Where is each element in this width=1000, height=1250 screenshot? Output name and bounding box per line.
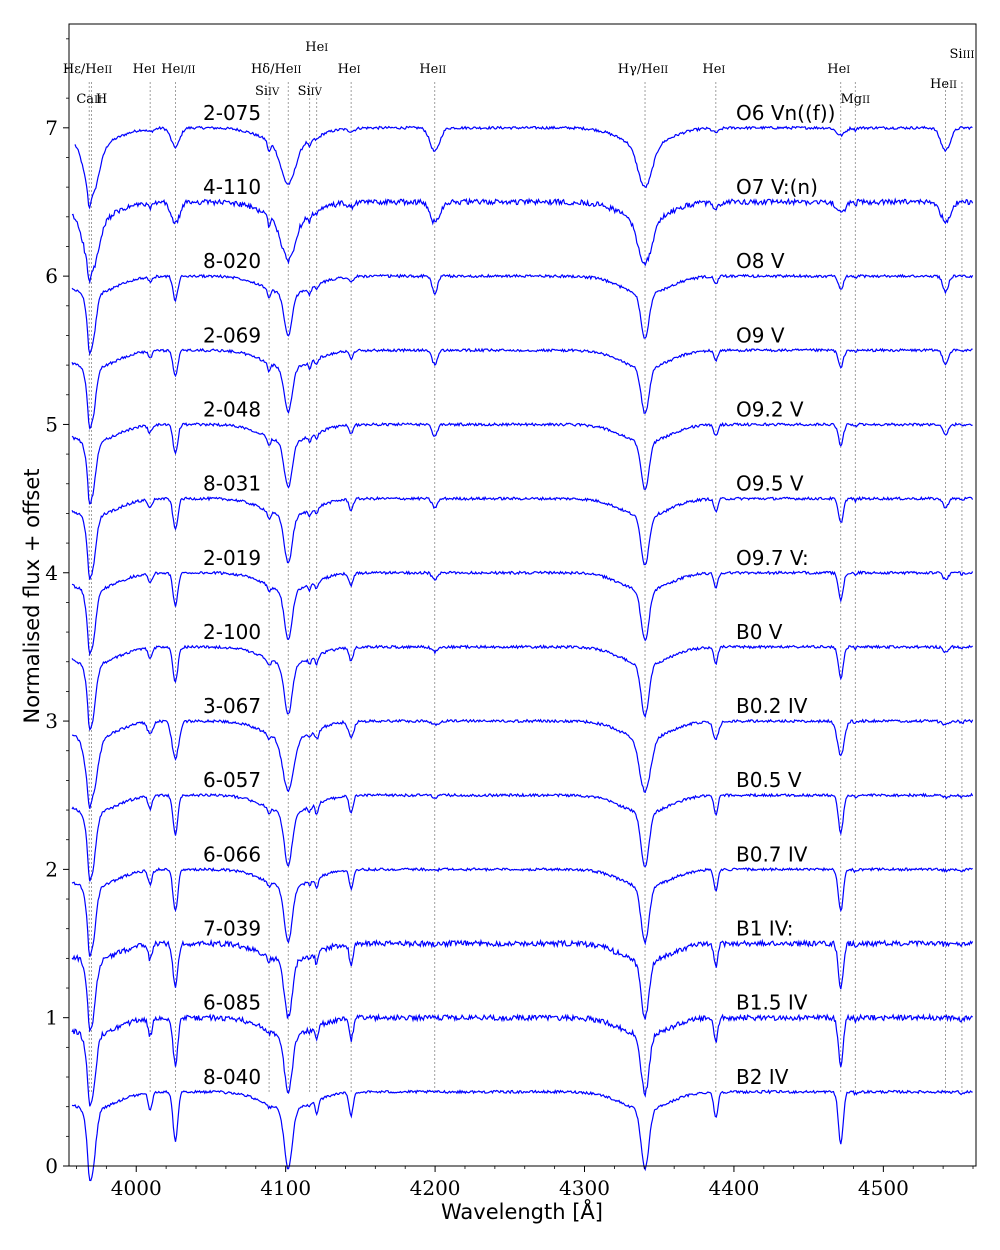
spectral-type-label: O9 V — [736, 323, 785, 347]
spectral-line-label: HeI — [827, 62, 850, 77]
spectral-line-label: SiIV — [255, 84, 280, 99]
x-axis-ticks: 4000 4100 4200 4300 4400 4500 — [76, 1166, 974, 1200]
spectral-line-label: HeI — [338, 62, 361, 77]
spectrum-line — [71, 1089, 973, 1182]
spectrum-line — [71, 792, 974, 882]
spectrum-line — [71, 866, 973, 957]
star-id-label: 8-040 — [203, 1065, 261, 1089]
star-id-labels: 2-075 4-110 8-020 2-069 2-048 8-031 2-019 2-100… — [203, 101, 261, 1089]
spectral-type-label: B1 IV: — [736, 917, 794, 941]
spectrum-line — [71, 421, 973, 505]
x-tick-label: 4000 — [111, 1176, 162, 1200]
spectra-series — [71, 125, 974, 1182]
spectral-line-label: HeI — [305, 40, 328, 55]
star-id-label: 3-067 — [203, 694, 261, 718]
x-tick-label: 4200 — [410, 1176, 461, 1200]
y-tick-label: 7 — [45, 116, 58, 140]
x-axis-label: Wavelength [Å] — [441, 1198, 603, 1224]
y-tick-label: 6 — [45, 264, 58, 288]
spectral-type-label: O9.7 V: — [736, 546, 809, 570]
spectral-type-label: O9.2 V — [736, 397, 804, 421]
spectrum-line — [71, 644, 973, 731]
star-id-label: 6-085 — [203, 991, 261, 1015]
spectral-line-label: HeII — [930, 77, 957, 92]
spectral-line-label: Hγ/HeII — [618, 62, 668, 77]
spectrum-line — [71, 570, 974, 657]
spectral-line-label: HeI — [702, 62, 725, 77]
spectral-line-label: Hε/HeII — [63, 62, 112, 77]
star-id-label: 2-100 — [203, 620, 261, 644]
spectral-type-label: O7 V:(n) — [736, 175, 818, 199]
star-id-label: 4-110 — [203, 175, 261, 199]
y-tick-label: 5 — [45, 412, 58, 436]
spectral-type-label: O6 Vn((f)) — [736, 101, 835, 125]
spectrum-line — [71, 197, 974, 284]
x-tick-label: 4100 — [260, 1176, 311, 1200]
star-id-label: 8-031 — [203, 472, 261, 496]
star-id-label: 2-048 — [203, 397, 261, 421]
spectral-type-label: B2 IV — [736, 1065, 789, 1089]
spectral-line-label: HeI — [133, 62, 156, 77]
star-id-label: 2-075 — [203, 101, 261, 125]
star-id-label: 8-020 — [203, 249, 261, 273]
spectral-line-markers — [88, 82, 963, 1092]
spectral-line-label: Hδ/HeII — [251, 62, 302, 77]
x-tick-label: 4400 — [708, 1176, 759, 1200]
spectral-type-label: B1.5 IV — [736, 991, 808, 1015]
spectrum-line — [71, 1012, 973, 1107]
spectral-line-label: H — [96, 92, 107, 107]
y-tick-label: 3 — [45, 709, 58, 733]
star-id-label: 6-066 — [203, 842, 261, 866]
y-tick-label: 0 — [45, 1154, 58, 1178]
spectral-type-labels: O6 Vn((f)) O7 V:(n) O8 V O9 V O9.2 V O9.5 V O9… — [736, 101, 835, 1089]
spectrum-line — [71, 938, 974, 1033]
x-tick-label: 4500 — [858, 1176, 909, 1200]
spectral-line-label: MgII — [840, 92, 870, 107]
star-id-label: 6-057 — [203, 768, 261, 792]
spectral-type-label: O9.5 V — [736, 472, 804, 496]
y-tick-label: 4 — [45, 561, 58, 585]
star-id-label: 2-069 — [203, 323, 261, 347]
spectral-line-label: SiIV — [298, 84, 323, 99]
spectral-line-label: CaII — [76, 92, 102, 107]
spectral-type-label: B0 V — [736, 620, 783, 644]
spectral-line-label: HeI/II — [161, 62, 195, 77]
spectrum-line — [72, 718, 974, 809]
y-axis-label: Normalised flux + offset — [20, 468, 44, 723]
spectral-line-label: SiIII — [949, 47, 974, 62]
y-tick-label: 2 — [45, 857, 58, 881]
spectrum-line — [74, 125, 973, 210]
spectral-type-label: B0.2 IV — [736, 694, 808, 718]
spectral-type-label: O8 V — [736, 249, 785, 273]
star-id-label: 2-019 — [203, 546, 261, 570]
spectral-type-label: B0.7 IV — [736, 842, 808, 866]
y-axis-ticks: 0 1 2 3 4 5 6 7 — [45, 38, 69, 1178]
spectral-type-label: B0.5 V — [736, 768, 802, 792]
y-tick-label: 1 — [45, 1006, 58, 1030]
spectral-line-label: HeII — [419, 62, 446, 77]
star-id-label: 7-039 — [203, 917, 261, 941]
plot-frame — [68, 23, 977, 1167]
spectrum-line — [71, 495, 974, 580]
x-tick-label: 4300 — [559, 1176, 610, 1200]
spectrum-line — [71, 273, 974, 356]
spectrum-line — [71, 347, 973, 430]
